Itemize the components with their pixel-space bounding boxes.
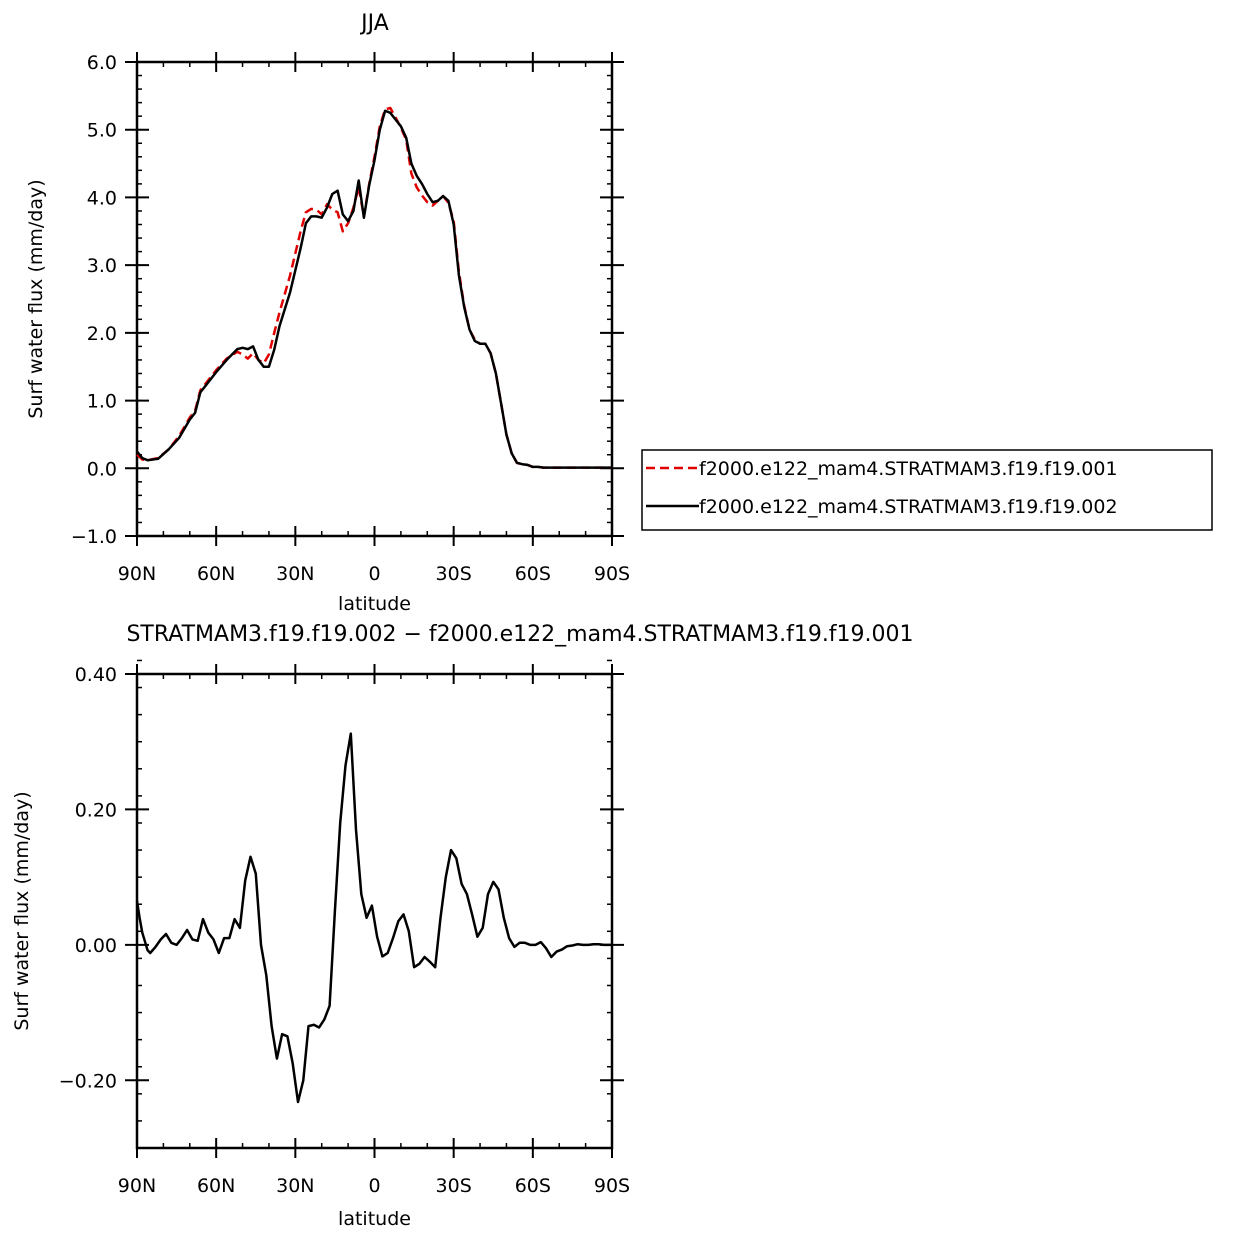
y-tick-label: 0.0	[87, 458, 117, 480]
legend: f2000.e122_mam4.STRATMAM3.f19.f19.001 f20…	[641, 449, 1213, 531]
legend-label-1: f2000.e122_mam4.STRATMAM3.f19.f19.001	[699, 458, 1118, 480]
y-tick-label: 0.20	[75, 799, 117, 821]
x-axis-title: latitude	[338, 593, 411, 615]
y-tick-label: 4.0	[87, 187, 117, 209]
y-axis-title: Surf water flux (mm/day)	[25, 179, 47, 418]
x-tick-label: 60N	[197, 1175, 235, 1197]
series-line-1	[135, 732, 612, 1104]
x-tick-label: 60S	[515, 563, 551, 585]
chart-title: JJA	[359, 11, 389, 36]
chart-top: JJA −1.0 0.0 1.0 2.0 3.0 4.0 5.0 6.0 90N 60N 30N 0 30…	[25, 11, 1213, 615]
chart-title: STRATMAM3.f19.f19.002 − f2000.e122_mam4.…	[126, 622, 913, 647]
y-tick-label: 0.40	[75, 664, 117, 686]
x-tick-label: 90N	[118, 563, 156, 585]
y-axis-title: Surf water flux (mm/day)	[11, 791, 33, 1030]
x-tick-label: 30N	[276, 563, 314, 585]
chart-bottom: STRATMAM3.f19.f19.002 − f2000.e122_mam4.…	[11, 622, 914, 1230]
legend-box	[641, 449, 1213, 531]
y-tick-label: 0.00	[75, 935, 117, 957]
y-tick-label: 6.0	[87, 52, 117, 74]
x-tick-label: 90S	[594, 1175, 630, 1197]
x-tick-label: 90N	[118, 1175, 156, 1197]
y-tick-label: 5.0	[87, 120, 117, 142]
y-tick-label: −1.0	[71, 526, 117, 548]
x-tick-label: 0	[368, 563, 380, 585]
y-tick-label: 2.0	[87, 323, 117, 345]
x-tick-label: 90S	[594, 563, 630, 585]
x-axis-title: latitude	[338, 1208, 411, 1230]
x-tick-label: 0	[368, 1175, 380, 1197]
legend-label-2: f2000.e122_mam4.STRATMAM3.f19.f19.002	[699, 496, 1118, 518]
x-tick-label: 30S	[436, 1175, 472, 1197]
x-tick-label: 30S	[436, 563, 472, 585]
y-tick-label: 3.0	[87, 255, 117, 277]
x-tick-label: 60S	[515, 1175, 551, 1197]
y-tick-label: −0.20	[59, 1070, 117, 1092]
plot-frame	[135, 60, 614, 538]
x-tick-label: 60N	[197, 563, 235, 585]
plot-frame	[135, 672, 614, 1150]
series-line-2	[136, 109, 612, 469]
x-tick-label: 30N	[276, 1175, 314, 1197]
y-tick-label: 1.0	[87, 391, 117, 413]
